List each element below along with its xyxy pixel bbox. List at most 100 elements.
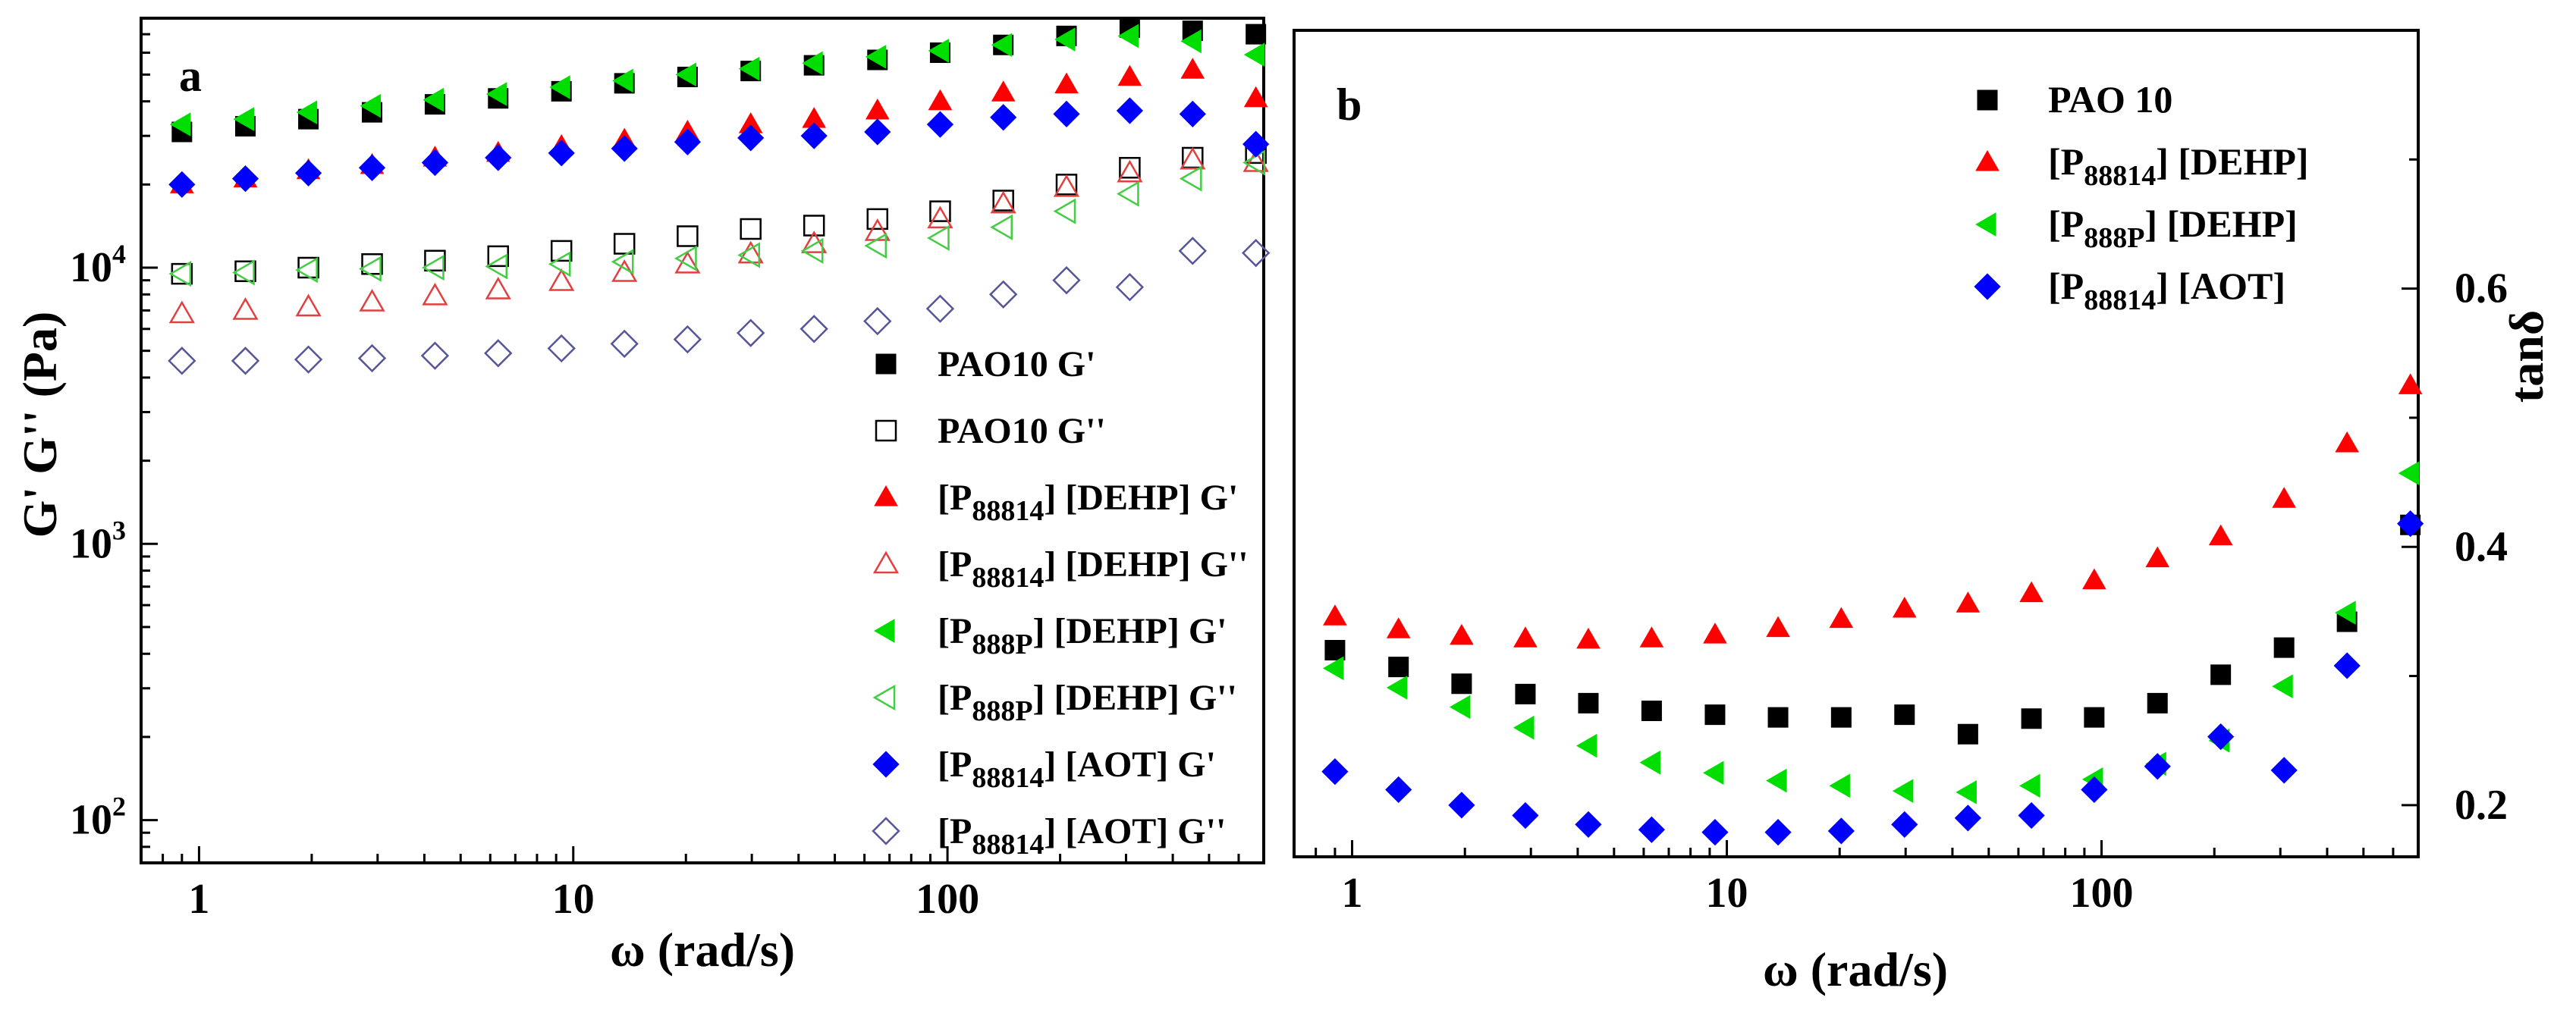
data-point-p888p-dehp-g	[1054, 27, 1076, 52]
data-point-p88814-dehp	[1323, 604, 1347, 626]
data-point-p88814-aot-g	[610, 329, 639, 359]
data-point-pao10-g	[550, 240, 573, 262]
data-point-p888p-dehp-g	[675, 62, 696, 87]
data-point-p888p-dehp	[1449, 695, 1471, 720]
data-point-p88814-aot-g	[231, 347, 260, 375]
data-point-p88814-aot-g	[168, 171, 196, 198]
data-point-p888p-dehp-g	[360, 93, 382, 118]
a-x-tick-label: 100	[916, 876, 979, 923]
panel-b-letter: b	[1337, 80, 1362, 130]
legend-marker-pao-10	[1977, 89, 1998, 111]
data-point-p88814-aot-g	[925, 294, 955, 323]
data-point-p88814-aot-g	[989, 280, 1018, 309]
data-point-p888p-dehp	[1639, 750, 1660, 775]
panel-a-legend: PAO10 G' PAO10 G'' [P88814] [DEHP] G' [P888…	[872, 344, 1249, 861]
data-point-pao-10	[1641, 701, 1662, 722]
data-point-pao-10	[1388, 657, 1409, 678]
data-point-p888p-dehp	[2398, 461, 2420, 485]
data-point-p888p-dehp	[1766, 768, 1787, 793]
data-point-p888p-dehp	[1322, 656, 1344, 681]
data-point-pao-10	[2021, 708, 2042, 729]
data-point-pao-10	[1324, 640, 1346, 660]
legend-marker-p888p-dehp-g	[874, 619, 895, 643]
data-point-p888p-dehp-g	[612, 68, 633, 93]
data-point-p88814-aot-g	[1053, 100, 1080, 127]
data-point-p88814-aot	[1321, 757, 1349, 786]
data-point-p888p-dehp-g	[296, 100, 318, 124]
data-point-p888p-dehp	[1386, 676, 1408, 700]
series-pao10-g	[171, 142, 1267, 285]
data-point-p888p-dehp-g	[674, 245, 697, 271]
data-point-p88814-dehp-g	[485, 277, 511, 300]
data-point-p88814-dehp-g	[927, 205, 953, 229]
a-x-tick-label: 10	[552, 876, 595, 923]
data-point-p88814-dehp-g	[422, 282, 448, 306]
a-y-tick-label: 103	[70, 515, 126, 567]
data-point-p88814-aot-g	[547, 334, 576, 363]
data-point-p88814-aot-g	[864, 118, 891, 146]
data-point-p88814-aot	[1827, 817, 1855, 845]
data-point-p88814-aot	[2207, 723, 2235, 751]
data-point-p88814-aot	[2018, 801, 2045, 830]
data-point-p88814-aot	[1954, 804, 1981, 832]
panel-a-x-axis-title: ω (rad/s)	[610, 923, 795, 977]
legend-label-p88814-aot: [P88814] [AOT]	[2048, 265, 2285, 316]
data-point-pao10-g	[866, 208, 889, 231]
legend-label-p88814-aot-g: [P88814] [AOT] G'	[938, 745, 1216, 794]
panel-b-y-axis-title: tanδ	[2499, 310, 2553, 403]
panel-a-y-axis-title: G' G'' (Pa)	[13, 312, 67, 538]
data-point-p88814-dehp	[1386, 617, 1411, 638]
data-point-p88814-aot-g	[800, 122, 828, 149]
data-point-p888p-dehp-g	[1117, 24, 1139, 49]
data-point-p888p-dehp-g	[1116, 180, 1139, 207]
data-point-pao10-g	[613, 233, 636, 255]
data-point-pao10-g	[171, 262, 193, 285]
panel-b-x-axis-title: ω (rad/s)	[1763, 942, 1948, 996]
data-point-p88814-dehp	[1829, 607, 1854, 629]
data-point-p88814-aot-g	[484, 339, 513, 368]
data-point-p88814-aot-g	[1116, 97, 1144, 124]
data-point-p88814-aot-g	[1179, 100, 1206, 127]
data-point-pao-10	[2210, 664, 2232, 685]
data-point-p888p-dehp-g	[359, 256, 382, 282]
data-point-p88814-aot-g	[863, 306, 892, 336]
data-point-pao10-g	[677, 225, 699, 247]
data-point-p888p-dehp-g	[232, 259, 255, 286]
data-point-p88814-dehp	[2335, 431, 2359, 453]
b-x-tick-label: 100	[2070, 870, 2134, 917]
data-point-pao-10	[2273, 637, 2295, 658]
data-point-p88814-dehp	[1450, 623, 1474, 645]
panel-a-letter: a	[179, 51, 202, 101]
data-point-p88814-aot-g	[294, 159, 322, 187]
data-point-p88814-dehp-g	[1180, 58, 1205, 79]
data-point-p888p-dehp	[1702, 761, 1724, 786]
data-point-pao10-g	[487, 245, 510, 268]
legend-label-p888p-dehp-g: [P888P] [DEHP] G''	[938, 678, 1237, 727]
data-point-pao10-g	[424, 249, 446, 272]
data-point-p88814-aot-g	[926, 111, 954, 138]
data-point-p88814-dehp-g	[1117, 64, 1142, 86]
data-point-p88814-dehp-g	[1242, 149, 1269, 172]
b-x-tick-label: 1	[1342, 870, 1363, 917]
data-point-p888p-dehp-g	[549, 75, 570, 99]
data-point-p88814-dehp	[2019, 581, 2044, 603]
b-y-tick-label: 0.4	[2455, 523, 2508, 570]
data-point-p88814-aot	[1764, 819, 1792, 846]
data-point-pao-10	[2084, 707, 2105, 728]
data-point-p88814-aot	[2333, 652, 2361, 679]
data-point-pao10-g	[929, 200, 951, 222]
panel-b-plot-frame	[1293, 29, 2420, 858]
data-point-p88814-dehp	[2398, 373, 2423, 394]
data-point-p88814-dehp	[2145, 546, 2170, 568]
legend-marker-pao10-g	[875, 419, 897, 442]
data-point-p88814-dehp	[1639, 626, 1664, 648]
panel-a-ticks: 1 10 100 102 103 104	[70, 17, 1265, 923]
legend-label-p888p-dehp: [P888P] [DEHP]	[2048, 202, 2298, 254]
series-p888p-dehp-g	[168, 149, 1265, 287]
panel-a-plot-frame	[140, 17, 1265, 864]
legend-label-p88814-dehp: [P88814] [DEHP]	[2048, 140, 2309, 192]
data-point-p888p-dehp-g	[295, 257, 318, 284]
series-p88814-dehp	[1323, 373, 2423, 649]
series-pao-10	[1324, 514, 2421, 745]
data-point-p88814-aot	[2081, 776, 2108, 804]
